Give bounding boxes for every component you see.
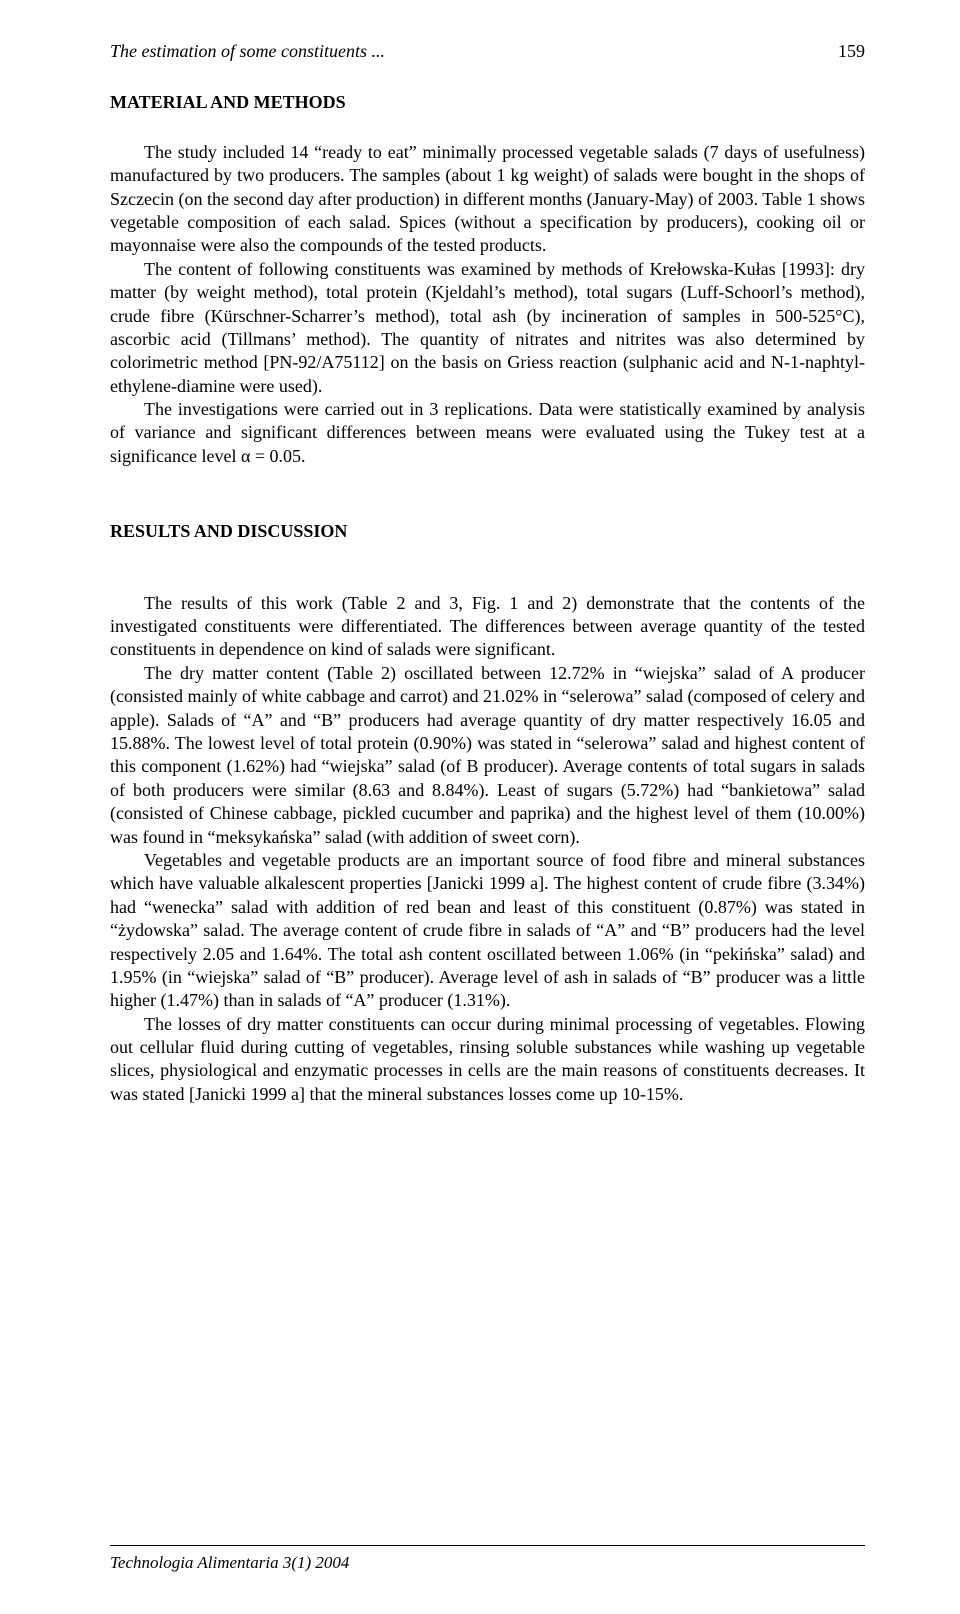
running-header: The estimation of some constituents ... … bbox=[110, 40, 865, 63]
section-heading-results: RESULTS AND DISCUSSION bbox=[110, 520, 865, 543]
section-heading-materials: MATERIAL AND METHODS bbox=[110, 91, 865, 114]
footer-rule bbox=[110, 1545, 865, 1546]
footer: Technologia Alimentaria 3(1) 2004 bbox=[110, 1545, 865, 1574]
page-number: 159 bbox=[838, 40, 865, 63]
body-paragraph: The study included 14 “ready to eat” min… bbox=[110, 141, 865, 258]
page: The estimation of some constituents ... … bbox=[0, 0, 960, 1614]
body-paragraph: The results of this work (Table 2 and 3,… bbox=[110, 592, 865, 662]
body-paragraph: The content of following constituents wa… bbox=[110, 258, 865, 398]
body-paragraph: The investigations were carried out in 3… bbox=[110, 398, 865, 468]
body-paragraph: The losses of dry matter constituents ca… bbox=[110, 1013, 865, 1107]
footer-text: Technologia Alimentaria 3(1) 2004 bbox=[110, 1552, 865, 1574]
running-title: The estimation of some constituents ... bbox=[110, 40, 385, 63]
body-paragraph: Vegetables and vegetable products are an… bbox=[110, 849, 865, 1013]
body-paragraph: The dry matter content (Table 2) oscilla… bbox=[110, 662, 865, 849]
